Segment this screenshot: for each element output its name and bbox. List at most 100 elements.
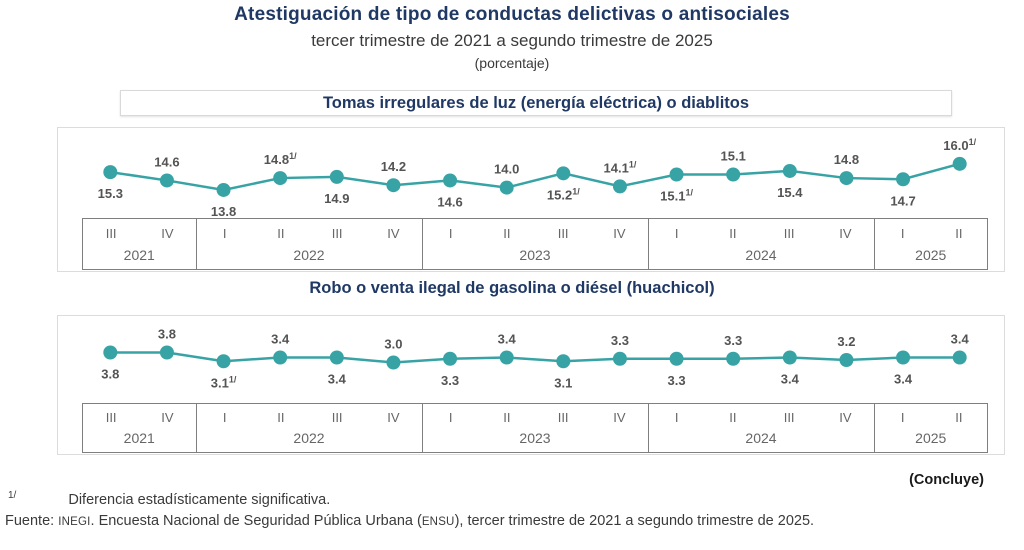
data-point-label: 3.3 — [611, 333, 629, 348]
data-point-label: 3.4 — [328, 372, 347, 387]
data-point-label: 14.2 — [381, 159, 406, 174]
chart2-title: Robo o venta ilegal de gasolina o diésel… — [309, 279, 715, 297]
year-tick: 2021 — [123, 430, 155, 446]
chart1-plot-frame — [57, 127, 1005, 272]
year-tick: 2025 — [915, 430, 947, 446]
data-point-marker — [159, 173, 174, 188]
data-point-marker — [499, 350, 514, 365]
data-point-marker — [839, 171, 854, 186]
data-point-marker — [103, 165, 118, 180]
data-point-marker — [443, 173, 458, 188]
quarter-tick: IV — [387, 409, 400, 425]
quarter-tick: III — [331, 225, 343, 241]
data-point-label: 3.3 — [724, 333, 742, 348]
footnote-marker: 1/ — [8, 490, 17, 501]
year-group-2024: I II III IV 2024 — [649, 219, 875, 269]
data-point-marker — [103, 345, 118, 360]
quarter-tick: II — [277, 409, 285, 425]
quarter-tick: II — [277, 225, 285, 241]
data-point-label: 15.11/ — [660, 188, 693, 204]
source-inegi: INEGI — [58, 516, 91, 528]
data-point-label: 3.4 — [498, 332, 517, 347]
data-point-label: 3.2 — [837, 334, 855, 349]
quarter-tick: III — [557, 225, 569, 241]
data-point-label: 14.8 — [834, 152, 859, 167]
data-point-marker — [386, 355, 401, 370]
quarter-tick: III — [105, 409, 117, 425]
year-tick: 2023 — [519, 247, 551, 263]
quarter-tick: III — [105, 225, 117, 241]
quarter-tick: II — [503, 225, 511, 241]
quarter-tick: IV — [839, 409, 852, 425]
year-group-2023: I II III IV 2023 — [423, 404, 649, 452]
significance-footnote-mark: 1/ — [229, 374, 237, 384]
quarter-tick: III — [783, 225, 795, 241]
data-point-marker — [669, 167, 684, 182]
significance-footnote-mark: 1/ — [685, 188, 693, 198]
data-point-marker — [612, 351, 627, 366]
chart1-line-plot: 15.3 14.6 13.8 14.8 1/14.9 14.2 14.6 14.0 15.21/… — [98, 137, 977, 219]
data-point-marker — [329, 169, 344, 184]
data-point-label: 14.9 — [324, 191, 349, 206]
quarter-tick: IV — [839, 225, 852, 241]
data-point-label: 3.4 — [951, 332, 970, 347]
data-point-marker — [952, 350, 967, 365]
source-line: Fuente: INEGI. Encuesta Nacional de Segu… — [5, 513, 814, 529]
data-point-label: 3.8 — [158, 327, 176, 342]
data-point-label: 14.11/ — [604, 159, 637, 175]
year-group-2025: I II 2025 — [875, 219, 988, 269]
quarter-tick: IV — [387, 225, 400, 241]
year-tick: 2022 — [293, 247, 325, 263]
significance-footnote-mark: 1/ — [969, 137, 977, 147]
page-unit-label: (porcentaje) — [474, 55, 550, 71]
quarter-tick: IV — [613, 225, 626, 241]
quarter-tick: IV — [161, 225, 174, 241]
data-point-label: 14.6 — [437, 194, 462, 209]
year-group-2023: I II III IV 2023 — [423, 219, 649, 269]
quarter-tick: II — [503, 409, 511, 425]
year-tick: 2025 — [915, 247, 947, 263]
quarter-tick: I — [674, 225, 679, 241]
year-tick: 2024 — [745, 430, 777, 446]
series-line — [110, 162, 961, 192]
data-point-marker — [556, 354, 571, 369]
quarter-tick: III — [331, 409, 343, 425]
source-mid: . Encuesta Nacional de Seguridad Pública… — [90, 513, 422, 529]
data-point-label: 13.8 — [211, 204, 236, 219]
quarter-tick: I — [222, 409, 227, 425]
data-point-label: 14.0 — [494, 162, 519, 177]
data-point-label: 14.6 — [154, 154, 179, 169]
data-point-label: 3.0 — [384, 337, 402, 352]
data-point-marker — [216, 182, 231, 197]
year-group-2021: III IV 2021 — [83, 219, 197, 269]
data-point-marker — [556, 166, 571, 181]
quarter-tick: I — [900, 409, 905, 425]
year-tick: 2022 — [293, 430, 325, 446]
quarter-tick: II — [955, 225, 963, 241]
data-point-label: 15.3 — [98, 186, 123, 201]
data-point-marker — [443, 351, 458, 366]
data-point-label: 15.21/ — [547, 186, 580, 202]
quarter-tick: I — [674, 409, 679, 425]
data-point-marker — [896, 350, 911, 365]
quarter-tick: III — [557, 409, 569, 425]
quarter-tick: I — [900, 225, 905, 241]
year-group-2024: I II III IV 2024 — [649, 404, 875, 452]
data-point-label: 3.1 — [554, 375, 572, 390]
data-point-marker — [216, 354, 231, 369]
data-point-marker — [896, 172, 911, 187]
chart2-line-plot: 3.8 3.8 3.11/3.4 3.4 3.0 3.3 3.4 3.1 3.3 3.3 3.3 3.… — [101, 327, 970, 391]
significance-footnote-mark: 1/ — [629, 159, 637, 169]
year-group-2021: III IV 2021 — [83, 404, 197, 452]
data-point-label: 15.4 — [777, 185, 803, 200]
year-tick: 2024 — [745, 247, 777, 263]
year-tick: 2023 — [519, 430, 551, 446]
data-point-label: 3.4 — [271, 332, 290, 347]
data-point-label: 3.8 — [101, 367, 119, 382]
data-point-marker — [782, 350, 797, 365]
footnote-text: Diferencia estadísticamente significativ… — [68, 491, 331, 508]
significance-footnote-mark: 1/ — [572, 186, 580, 196]
quarter-tick: IV — [161, 409, 174, 425]
significance-footnote-mark: 1/ — [289, 151, 297, 161]
